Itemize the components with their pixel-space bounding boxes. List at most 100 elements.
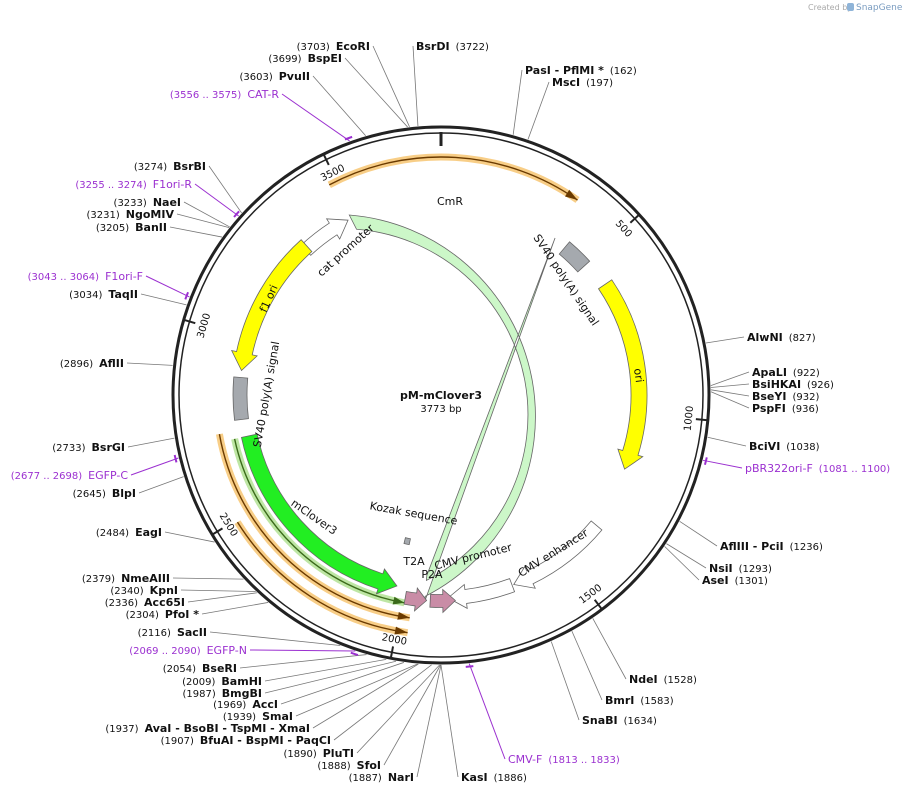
leader-line [201, 602, 269, 615]
site-name: NsiI [709, 562, 733, 575]
site-label: BseYI (932) [752, 390, 819, 403]
site-label: (2677 .. 2698) EGFP-C [11, 469, 129, 482]
site-name: NmeAIII [121, 572, 170, 585]
site-position: (2054) [163, 664, 196, 675]
site-position: (1886) [494, 773, 527, 784]
site-label: (2896) AflII [60, 357, 124, 370]
leader-line [164, 531, 215, 543]
site-position: (1583) [640, 696, 673, 707]
site-label: (1907) BfuAI - BspMI - PaqCI [161, 734, 331, 747]
leader-line [416, 664, 442, 778]
site-label: (2484) EagI [96, 526, 162, 539]
leader-line [169, 226, 223, 238]
arc-head [397, 611, 410, 620]
leader-line [702, 459, 743, 469]
site-position: (936) [792, 404, 819, 415]
leader-line [172, 577, 244, 580]
site-position: (1987) [183, 689, 216, 700]
site-label: (3603) PvuII [239, 70, 310, 83]
site-position: (2896) [60, 359, 93, 370]
site-label: (1937) AvaI - BsoBI - TspMI - XmaI [105, 722, 310, 735]
site-label: (3043 .. 3064) F1ori-F [28, 270, 143, 283]
leader-line [312, 663, 419, 729]
leader-line [127, 437, 175, 448]
site-position: (1937) [105, 724, 138, 735]
ruler-tick [389, 646, 395, 659]
site-name: PspFI [752, 402, 786, 415]
brand-icon [847, 3, 854, 11]
site-name: AflII [99, 357, 124, 370]
site-position: (922) [793, 368, 820, 379]
site-position: (2340) [110, 586, 143, 597]
leader-line [140, 293, 187, 306]
site-label: (3274) BsrBI [134, 160, 206, 173]
site-label: (3205) BanII [96, 221, 167, 234]
site-position: (1081 .. 1100) [819, 464, 891, 475]
site-name: EGFP-C [88, 469, 128, 482]
arc-line [328, 156, 578, 201]
site-position: (1888) [317, 761, 350, 772]
site-label: (2645) BlpI [73, 487, 136, 500]
ruler-tick [593, 599, 603, 610]
site-position: (3034) [69, 290, 102, 301]
feature-label: CmR [437, 195, 463, 208]
primer-mark [344, 135, 353, 141]
site-position: (1969) [213, 700, 246, 711]
site-name: SfoI [357, 759, 381, 772]
site-label: (2733) BsrGI [52, 441, 125, 454]
site-label: SnaBI (1634) [582, 714, 657, 727]
site-name: KasI [461, 771, 488, 784]
site-label: (1969) AccI [213, 698, 278, 711]
feature [597, 279, 648, 470]
leader-line [249, 649, 356, 652]
site-name: NaeI [153, 196, 181, 209]
site-label: (2009) BamHI [182, 675, 262, 688]
site-position: (932) [792, 392, 819, 403]
site-position: (1939) [223, 712, 256, 723]
site-name: BspEI [308, 52, 342, 65]
leader-line [710, 383, 750, 388]
leader-line [180, 589, 256, 592]
site-position: (1887) [349, 773, 382, 784]
leader-line [664, 546, 700, 581]
leader-line [710, 391, 750, 409]
feature-label: T2A [402, 555, 425, 568]
site-label: AflIII - PciI (1236) [720, 540, 823, 553]
feature [300, 218, 349, 256]
leader-line [264, 658, 387, 682]
feature-label: ori [631, 368, 646, 384]
site-position: (3556 .. 3575) [170, 90, 242, 101]
leader-line [187, 592, 258, 603]
site-label: (3255 .. 3274) F1ori-R [75, 178, 192, 191]
site-position: (2484) [96, 528, 129, 539]
primer-mark [350, 651, 359, 657]
site-position: (3255 .. 3274) [75, 180, 147, 191]
site-name: KpnI [150, 584, 178, 597]
site-label: (3233) NaeI [114, 196, 181, 209]
leader-line [208, 165, 242, 214]
site-label: CMV-F (1813 .. 1833) [508, 753, 620, 766]
site-position: (2009) [182, 677, 215, 688]
ruler-tick [629, 213, 640, 224]
site-position: (2645) [73, 489, 106, 500]
site-name: EagI [135, 526, 162, 539]
ruler-label: 1000 [683, 405, 696, 431]
site-name: BsiHKAI [752, 378, 801, 391]
feature [429, 588, 456, 614]
site-name: TaqII [108, 288, 138, 301]
leader-line [527, 81, 550, 140]
site-name: BmrI [605, 694, 634, 707]
site-label: (2379) NmeAIII [82, 572, 170, 585]
feature [513, 520, 603, 589]
site-position: (3722) [456, 42, 489, 53]
feature [230, 239, 313, 372]
site-name: SnaBI [582, 714, 618, 727]
site-label: PasI - PflMI * (162) [525, 64, 637, 77]
site-label: BsiHKAI (926) [752, 378, 834, 391]
site-label: (3699) BspEI [268, 52, 342, 65]
leader-line [383, 664, 441, 766]
site-position: (1293) [739, 564, 772, 575]
feature [232, 376, 249, 421]
feature-label: Kozak sequence [369, 499, 459, 527]
leader-line [280, 662, 405, 705]
